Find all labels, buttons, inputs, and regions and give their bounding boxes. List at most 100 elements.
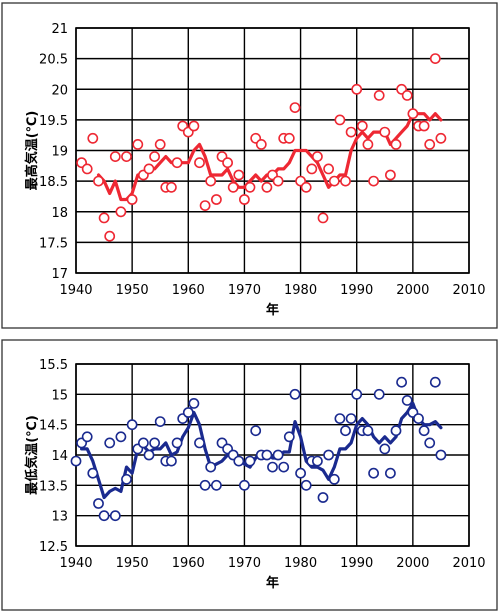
data-point	[81, 163, 93, 175]
data-point	[311, 455, 323, 467]
data-point	[368, 175, 379, 187]
data-point	[115, 206, 127, 218]
x-tick-label: 1940	[59, 556, 92, 571]
data-point	[429, 53, 441, 64]
data-point	[199, 200, 211, 211]
data-point	[356, 120, 368, 132]
y-tick-label: 12.5	[39, 540, 68, 555]
data-point	[261, 449, 273, 461]
data-point	[379, 443, 391, 455]
data-point	[418, 425, 430, 437]
data-point	[384, 169, 396, 181]
data-point	[171, 157, 183, 169]
data-point	[396, 376, 407, 388]
data-point	[300, 181, 312, 193]
data-point	[340, 175, 351, 187]
y-tick-label: 20	[51, 83, 68, 98]
data-point	[109, 151, 121, 162]
x-tick-label: 1980	[284, 283, 317, 298]
x-tick-label: 1950	[116, 283, 149, 298]
data-point	[373, 90, 385, 101]
y-tick-label: 20.5	[39, 53, 68, 68]
data-point	[345, 126, 357, 138]
data-point	[98, 212, 110, 224]
data-point	[362, 138, 374, 150]
x-tick-label: 1950	[116, 556, 149, 571]
data-point	[283, 431, 295, 443]
y-tick-label: 19.5	[39, 114, 68, 129]
x-tick-label: 2000	[396, 556, 429, 571]
data-point	[93, 175, 104, 187]
data-point	[283, 132, 295, 144]
data-point	[137, 437, 149, 449]
data-point	[289, 102, 301, 113]
x-tick-label: 2010	[452, 556, 485, 571]
data-point	[306, 163, 318, 175]
data-point	[104, 437, 116, 449]
data-point	[149, 151, 160, 162]
data-point	[328, 473, 340, 485]
data-point	[323, 163, 334, 175]
panel-frame	[1, 339, 498, 611]
data-point	[143, 163, 155, 175]
x-tick-label: 1960	[172, 556, 205, 571]
data-point	[121, 473, 132, 485]
data-point	[188, 120, 200, 132]
data-point	[188, 398, 200, 409]
data-point	[210, 479, 222, 491]
data-point	[121, 151, 132, 162]
y-tick-label: 19	[51, 145, 68, 160]
data-point	[384, 467, 396, 479]
data-point	[424, 437, 436, 449]
data-point	[93, 498, 104, 509]
data-point	[295, 467, 306, 479]
y-tick-label: 15	[51, 388, 68, 403]
data-point	[300, 479, 312, 491]
data-point	[429, 376, 441, 388]
plot-area	[75, 363, 470, 547]
x-tick-label: 1970	[228, 283, 261, 298]
plot-area	[75, 27, 470, 274]
data-point	[272, 449, 284, 461]
data-point	[351, 83, 363, 95]
data-point	[390, 138, 402, 150]
x-tick-label: 2010	[452, 283, 485, 298]
x-axis-label: 年	[266, 302, 279, 318]
data-point	[390, 425, 402, 437]
data-point	[334, 114, 346, 126]
data-point	[165, 181, 177, 193]
x-tick-label: 1980	[284, 556, 317, 571]
data-point	[289, 388, 301, 400]
max-temperature-chart: 17 17.5 18 18.5 19 19.5 20 20.5 21 1940 1950 1960 19…	[1, 2, 498, 329]
data-point	[272, 175, 284, 187]
x-tick-label: 1970	[228, 556, 261, 571]
data-point	[238, 479, 250, 491]
data-point	[194, 437, 205, 449]
data-point	[278, 461, 290, 473]
data-point	[194, 157, 205, 169]
data-point	[104, 230, 116, 242]
y-tick-label: 17.5	[39, 236, 68, 251]
data-point	[233, 455, 245, 467]
data-point	[126, 419, 138, 431]
data-point	[199, 479, 211, 491]
y-tick-label: 18.5	[39, 175, 68, 190]
data-point	[317, 492, 329, 503]
y-axis-label: 最高気温(℃)	[24, 111, 40, 191]
data-point	[351, 388, 363, 400]
x-tick-label: 1940	[59, 283, 92, 298]
x-tick-label: 1960	[172, 283, 205, 298]
data-point	[126, 194, 138, 205]
y-tick-label: 17	[51, 267, 68, 282]
data-point	[323, 449, 334, 461]
y-tick-label: 21	[51, 22, 68, 37]
min-temperature-chart: 12.5 13 13.5 14 14.5 15 15.5 1940 1950 1960 1970 19…	[1, 339, 498, 611]
data-point	[205, 175, 217, 187]
data-point	[435, 132, 447, 144]
data-point	[418, 120, 430, 132]
y-tick-label: 14	[51, 449, 68, 464]
data-point	[244, 181, 256, 193]
data-point	[87, 132, 99, 144]
data-point	[171, 437, 183, 449]
